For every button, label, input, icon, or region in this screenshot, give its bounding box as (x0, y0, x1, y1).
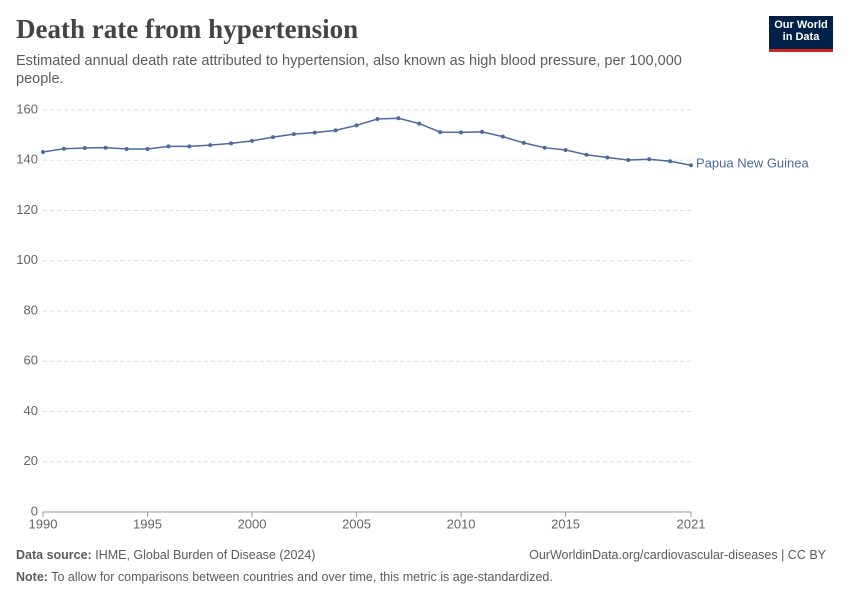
y-tick-label: 80 (24, 302, 38, 317)
x-tick-label: 1995 (133, 516, 162, 531)
point (124, 146, 129, 151)
point (375, 117, 380, 122)
x-tick-label: 1990 (29, 516, 58, 531)
x-tick-label: 2000 (238, 516, 267, 531)
point (166, 144, 171, 149)
point (689, 163, 693, 168)
url[interactable]: OurWorldinData.org/cardiovascular-diseas… (529, 548, 826, 562)
point (354, 123, 359, 128)
logo-line: in Data (782, 31, 820, 43)
point (459, 130, 464, 135)
point (396, 116, 401, 121)
y-tick-label: 40 (24, 403, 38, 418)
point (668, 159, 673, 164)
point (647, 157, 652, 162)
y-tick-label: 160 (16, 101, 38, 116)
y-tick-label: 100 (16, 252, 38, 267)
logo-line: Our World (774, 19, 828, 31)
note-label: Note: (16, 570, 48, 584)
point (82, 145, 87, 150)
point (479, 129, 484, 134)
point (229, 141, 234, 146)
point (145, 146, 150, 151)
y-tick-label: 120 (16, 202, 38, 217)
point (521, 140, 526, 145)
source: Data source: IHME, Global Burden of Dise… (16, 548, 315, 562)
y-tick-label: 0 (31, 503, 38, 518)
point (41, 149, 45, 154)
point (250, 138, 255, 143)
point (584, 152, 589, 157)
x-tick-label: 2005 (342, 516, 371, 531)
point (626, 157, 631, 162)
point (61, 146, 66, 151)
point (542, 145, 547, 150)
point (208, 143, 213, 148)
x-tick-label: 2010 (447, 516, 476, 531)
series-label: Papua New Guinea (696, 156, 810, 171)
chart-subtitle: Estimated annual death rate attributed t… (16, 53, 682, 87)
note: Note: To allow for comparisons between c… (16, 570, 553, 584)
point (312, 130, 317, 135)
source-text: IHME, Global Burden of Disease (2024) (95, 548, 316, 562)
point (291, 132, 296, 137)
point (417, 121, 422, 126)
x-tick-label: 2021 (677, 516, 706, 531)
chart-title: Death rate from hypertension (16, 14, 359, 44)
point (500, 134, 505, 139)
point (270, 135, 275, 140)
y-tick-label: 140 (16, 152, 38, 167)
point (103, 145, 108, 150)
note-text: To allow for comparisons between countri… (51, 570, 553, 584)
x-tick-label: 2015 (551, 516, 580, 531)
point (333, 128, 338, 133)
logo[interactable]: Our World in Data (769, 16, 833, 52)
point (438, 130, 443, 135)
y-tick-label: 20 (24, 453, 38, 468)
y-tick-label: 60 (24, 353, 38, 368)
source-label: Data source: (16, 548, 92, 562)
point (605, 155, 610, 160)
point (563, 147, 568, 152)
line (42, 117, 692, 167)
point (187, 144, 192, 149)
